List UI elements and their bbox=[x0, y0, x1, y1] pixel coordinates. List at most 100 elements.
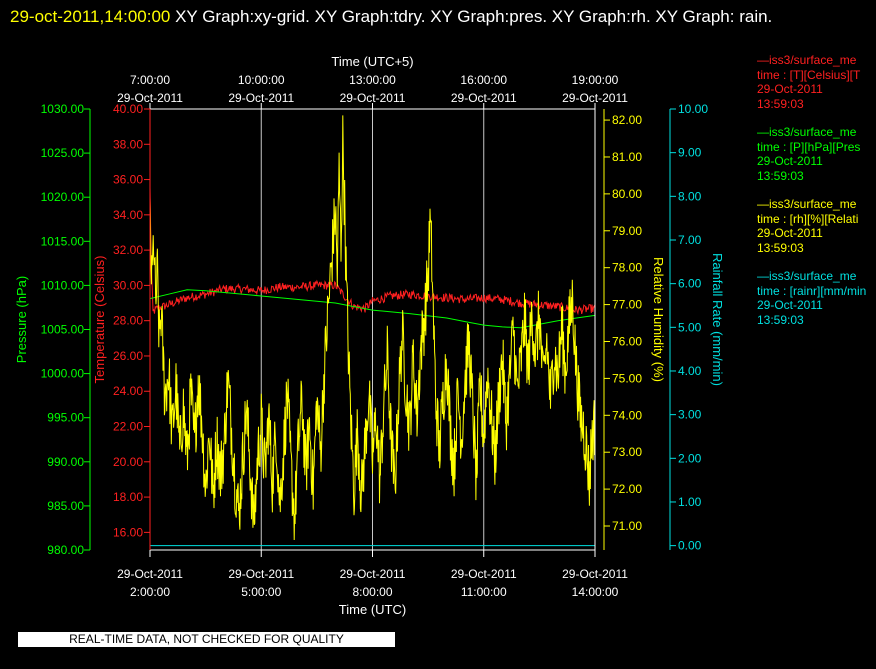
top-axis-title: Time (UTC+5) bbox=[331, 54, 413, 69]
legend-entry-line4: 13:59:03 bbox=[757, 96, 804, 111]
legend-entry-line1: —iss3/surface_me bbox=[757, 53, 857, 67]
temperature-axis-tick-label: 30.00 bbox=[113, 278, 143, 292]
rain-axis-tick-label: 8.00 bbox=[678, 189, 702, 203]
rain-axis-tick-label: 10.00 bbox=[678, 102, 708, 116]
bottom-tick-date: 29-Oct-2011 bbox=[228, 567, 294, 581]
top-tick-time: 10:00:00 bbox=[238, 73, 285, 87]
temperature-axis-tick-label: 38.00 bbox=[113, 137, 143, 151]
rain-axis-tick-label: 9.00 bbox=[678, 146, 702, 160]
humidity-axis-tick-label: 71.00 bbox=[612, 519, 642, 533]
legend-entry-line4: 13:59:03 bbox=[757, 240, 804, 255]
temperature-series-line bbox=[149, 186, 596, 316]
top-tick-date: 29-Oct-2011 bbox=[562, 91, 628, 105]
top-tick-date: 29-Oct-2011 bbox=[228, 91, 294, 105]
temperature-axis-tick-label: 32.00 bbox=[113, 243, 143, 257]
humidity-axis-tick-label: 75.00 bbox=[612, 371, 642, 385]
humidity-axis-tick-label: 76.00 bbox=[612, 334, 642, 348]
rain-axis-tick-label: 0.00 bbox=[678, 539, 702, 553]
top-tick-date: 29-Oct-2011 bbox=[340, 91, 406, 105]
legend-entry: —iss3/surface_me time : [rh][%][Relati 29-… bbox=[757, 197, 876, 255]
top-tick-date: 29-Oct-2011 bbox=[451, 91, 517, 105]
pressure-axis-tick-label: 1010.00 bbox=[41, 278, 85, 292]
series-layer bbox=[149, 115, 596, 547]
rain-axis-tick-label: 4.00 bbox=[678, 364, 702, 378]
legend-entry-line1: —iss3/surface_me bbox=[757, 269, 857, 283]
legend-entry-line3: 29-Oct-2011 bbox=[757, 298, 823, 312]
pressure-axis-tick-label: 1020.00 bbox=[41, 190, 85, 204]
temperature-axis-tick-label: 22.00 bbox=[113, 420, 143, 434]
bottom-tick-date: 29-Oct-2011 bbox=[117, 567, 183, 581]
xy-grid bbox=[260, 109, 485, 550]
humidity-axis-tick-label: 81.00 bbox=[612, 150, 642, 164]
temperature-axis-tick-label: 34.00 bbox=[113, 208, 143, 222]
humidity-axis-tick-label: 80.00 bbox=[612, 187, 642, 201]
legend-entry: —iss3/surface_me time : [T][Celsius][T 29-… bbox=[757, 53, 876, 111]
bottom-tick-time: 11:00:00 bbox=[461, 585, 507, 599]
legend-entry: —iss3/surface_me time : [rainr][mm/min 29-… bbox=[757, 269, 876, 327]
legend-entry-line1: —iss3/surface_me bbox=[757, 125, 857, 139]
temperature-axis-tick-label: 40.00 bbox=[113, 102, 143, 116]
bottom-axis-title: Time (UTC) bbox=[339, 602, 406, 617]
temperature-axis-tick-label: 26.00 bbox=[113, 349, 143, 363]
temperature-axis-tick-label: 24.00 bbox=[113, 384, 143, 398]
title-text: XY Graph:xy-grid. XY Graph:tdry. XY Grap… bbox=[170, 7, 773, 26]
graph-title: 29-oct-2011,14:00:00 XY Graph:xy-grid. X… bbox=[10, 2, 870, 31]
pressure-axis-tick-label: 1000.00 bbox=[41, 367, 85, 381]
temperature-axis-tick-label: 18.00 bbox=[113, 490, 143, 504]
temperature-axis-tick-label: 28.00 bbox=[113, 314, 143, 328]
top-tick-time: 19:00:00 bbox=[572, 73, 619, 87]
top-tick-time: 7:00:00 bbox=[130, 73, 170, 87]
bottom-tick-date: 29-Oct-2011 bbox=[340, 567, 406, 581]
bottom-tick-date: 29-Oct-2011 bbox=[451, 567, 517, 581]
top-tick-time: 16:00:00 bbox=[460, 73, 507, 87]
rain-axis-title: Rainfall Rate (mm/min) bbox=[710, 253, 725, 386]
rain-axis-tick-label: 7.00 bbox=[678, 233, 702, 247]
temperature-axis-tick-label: 20.00 bbox=[113, 455, 143, 469]
pressure-axis-tick-label: 1015.00 bbox=[41, 234, 85, 248]
legend-entry-line3: 29-Oct-2011 bbox=[757, 82, 823, 96]
bottom-tick-time: 14:00:00 bbox=[572, 585, 619, 599]
legend-entry-line2: time : [rainr][mm/min bbox=[757, 283, 867, 298]
pressure-axis-tick-label: 985.00 bbox=[47, 499, 84, 513]
bottom-tick-date: 29-Oct-2011 bbox=[562, 567, 628, 581]
pressure-axis-tick-label: 990.00 bbox=[47, 455, 84, 469]
humidity-axis-tick-label: 74.00 bbox=[612, 408, 642, 422]
title-timestamp: 29-oct-2011,14:00:00 bbox=[10, 7, 171, 26]
pressure-axis-tick-label: 1005.00 bbox=[41, 323, 85, 337]
bottom-tick-time: 5:00:00 bbox=[241, 585, 281, 599]
pressure-axis-tick-label: 980.00 bbox=[47, 543, 84, 557]
temperature-axis-tick-label: 16.00 bbox=[113, 525, 143, 539]
humidity-axis-tick-label: 72.00 bbox=[612, 482, 642, 496]
legend-entry-line2: time : [P][hPa][Pres bbox=[757, 139, 861, 154]
bottom-tick-time: 8:00:00 bbox=[352, 585, 392, 599]
axes-layer: 29-Oct-2011 2:00:00 29-Oct-2011 5:00:00 29-O… bbox=[14, 54, 725, 617]
legend-entry-line3: 29-Oct-2011 bbox=[757, 154, 823, 168]
humidity-axis-tick-label: 82.00 bbox=[612, 113, 642, 127]
temperature-axis-tick-label: 36.00 bbox=[113, 173, 143, 187]
humidity-axis-tick-label: 73.00 bbox=[612, 445, 642, 459]
humidity-axis-title: Relative Humidity (%) bbox=[651, 257, 666, 382]
legend-entry-line4: 13:59:03 bbox=[757, 168, 804, 183]
rain-axis-tick-label: 3.00 bbox=[678, 408, 702, 422]
legend-entry-line4: 13:59:03 bbox=[757, 312, 804, 327]
legend-entry-line2: time : [T][Celsius][T bbox=[757, 67, 861, 82]
quality-disclaimer: REAL-TIME DATA, NOT CHECKED FOR QUALITY bbox=[18, 632, 395, 647]
rain-axis-tick-label: 1.00 bbox=[678, 495, 702, 509]
humidity-axis-tick-label: 77.00 bbox=[612, 298, 642, 312]
humidity-axis-tick-label: 78.00 bbox=[612, 261, 642, 275]
pressure-axis-tick-label: 995.00 bbox=[47, 411, 84, 425]
rain-axis-tick-label: 5.00 bbox=[678, 320, 702, 334]
legend-entry-line1: —iss3/surface_me bbox=[757, 197, 857, 211]
temperature-axis-title: Temperature (Celsius) bbox=[92, 256, 107, 384]
humidity-axis-tick-label: 79.00 bbox=[612, 224, 642, 238]
pressure-axis-title: Pressure (hPa) bbox=[14, 276, 29, 363]
top-tick-date: 29-Oct-2011 bbox=[117, 91, 183, 105]
pressure-axis-tick-label: 1025.00 bbox=[41, 146, 85, 160]
humidity-series-line bbox=[149, 115, 596, 541]
top-tick-time: 13:00:00 bbox=[349, 73, 396, 87]
rain-axis-tick-label: 2.00 bbox=[678, 451, 702, 465]
legend-entry: —iss3/surface_me time : [P][hPa][Pres 29-O… bbox=[757, 125, 876, 183]
bottom-tick-time: 2:00:00 bbox=[130, 585, 170, 599]
rain-axis-tick-label: 6.00 bbox=[678, 277, 702, 291]
